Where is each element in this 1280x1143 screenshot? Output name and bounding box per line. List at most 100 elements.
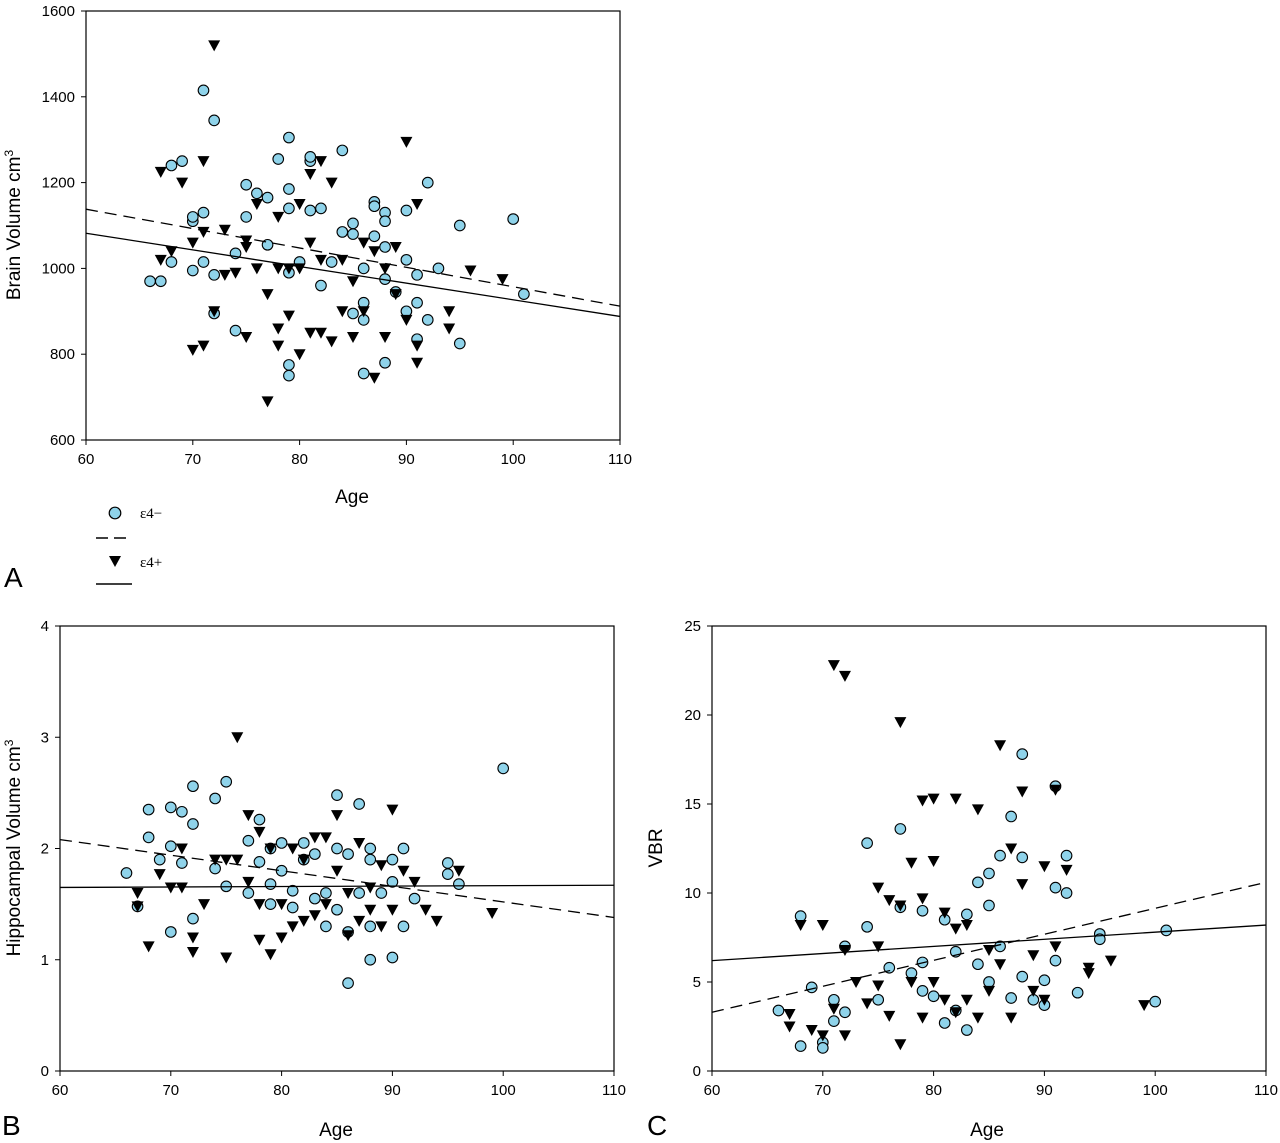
panel-a-point-e4-negative xyxy=(432,262,445,275)
panel-b-point-e4-negative xyxy=(153,853,166,866)
panel-a-point-e4-negative xyxy=(283,183,295,195)
panel-a-point-e4-negative xyxy=(325,256,338,268)
panel-a-point-e4-negative xyxy=(283,202,295,215)
panel-a-point-e4-negative xyxy=(197,206,210,219)
panel-a-point-e4-positive xyxy=(272,211,285,223)
panel-c-fit-line-e4-positive xyxy=(711,924,1267,962)
panel-c-point-e4-positive xyxy=(794,920,807,932)
panel-c-point-e4-positive xyxy=(1038,994,1051,1006)
panel-c-point-e4-positive xyxy=(971,1012,984,1024)
panel-a-ylabel-sup: 3 xyxy=(2,150,16,157)
panel-a-point-e4-positive xyxy=(293,263,306,275)
panel-c-point-e4-negative xyxy=(1005,810,1018,823)
panel-b-point-e4-positive xyxy=(153,869,166,881)
panel-a-point-e4-positive xyxy=(293,199,306,211)
panel-a-point-e4-negative xyxy=(283,369,295,382)
panel-a-point-e4-positive xyxy=(261,289,274,301)
panel-c-point-e4-positive xyxy=(816,920,829,932)
panel-a-point-e4-positive xyxy=(347,276,359,288)
panel-c-point-e4-negative xyxy=(1049,954,1062,967)
panel-c-y-tick-label: 15 xyxy=(684,796,701,813)
panel-b-point-e4-positive xyxy=(408,876,421,888)
panel-c-point-e4-positive xyxy=(1038,861,1051,873)
panel-a-x-tick-label: 100 xyxy=(501,451,526,468)
panel-a-ylabel-text: Brain Volume cm xyxy=(4,157,25,301)
panel-c-point-e4-positive xyxy=(861,998,874,1010)
panel-c-point-e4-positive xyxy=(983,985,995,997)
panel-a-point-e4-positive xyxy=(272,263,285,275)
panel-c-point-e4-positive xyxy=(1005,1012,1018,1024)
panel-c-point-e4-positive xyxy=(838,1030,851,1042)
panel-b-point-e4-negative xyxy=(220,775,233,788)
panel-b-point-e4-negative xyxy=(242,887,255,899)
panel-a-point-e4-positive xyxy=(165,246,178,258)
panel-a-point-e4-negative xyxy=(186,211,199,223)
panel-a-x-tick-label: 110 xyxy=(608,451,632,468)
panel-a-point-e4-positive xyxy=(379,263,392,275)
panel-c-point-e4-positive xyxy=(850,977,863,988)
panel-a-point-e4-negative xyxy=(518,288,530,300)
panel-a-point-e4-negative xyxy=(208,114,221,127)
panel-c-point-e4-positive xyxy=(949,1007,962,1019)
panel-a-letter: A xyxy=(4,562,23,593)
panel-a-x-tick-label: 90 xyxy=(398,451,415,468)
panel-c-point-e4-positive xyxy=(872,941,885,953)
panel-a-point-e4-positive xyxy=(304,169,317,181)
panel-a-point-e4-positive xyxy=(208,306,221,318)
panel-c-point-e4-negative xyxy=(828,1015,840,1028)
panel-a-point-e4-positive xyxy=(325,336,338,348)
panel-b-point-e4-negative xyxy=(453,878,465,890)
panel-a-point-e4-negative xyxy=(240,178,253,191)
panel-a-point-e4-negative xyxy=(347,307,359,320)
panel-b-point-e4-positive xyxy=(430,915,443,927)
panel-a-point-e4-negative xyxy=(261,191,274,204)
panel-b-point-e4-negative xyxy=(342,977,354,989)
panel-c-point-e4-positive xyxy=(1049,941,1062,953)
panel-b-x-tick-label: 80 xyxy=(273,1082,290,1099)
panel-c-point-e4-positive xyxy=(1049,784,1062,796)
panel-b-point-e4-positive xyxy=(198,899,211,911)
panel-c-point-e4-negative xyxy=(883,961,896,974)
panel-c-point-e4-positive xyxy=(983,944,995,956)
panel-c-point-e4-positive xyxy=(927,977,940,988)
panel-b-point-e4-positive xyxy=(253,826,266,838)
panel-a-point-e4-negative xyxy=(453,219,466,232)
panel-b-point-e4-negative xyxy=(308,848,321,860)
panel-b-point-e4-negative xyxy=(331,903,343,916)
panel-a-point-e4-negative xyxy=(368,230,381,243)
panel-b-ylabel: Hippocampal Volume cm3 xyxy=(2,739,25,956)
panel-b-point-e4-negative xyxy=(253,855,266,868)
panel-c-point-e4-positive xyxy=(838,944,851,956)
panel-b-point-e4-positive xyxy=(264,843,277,855)
panel-a-point-e4-positive xyxy=(250,199,263,211)
panel-b-point-e4-positive xyxy=(142,941,155,953)
panel-a-point-e4-positive xyxy=(186,237,199,249)
panel-c-point-e4-positive xyxy=(938,994,951,1006)
panel-b-point-e4-negative xyxy=(264,898,277,910)
panel-c-point-e4-negative xyxy=(916,904,929,917)
panel-b-point-e4-negative xyxy=(164,926,177,938)
panel-c-point-e4-positive xyxy=(927,855,940,867)
panel-a-point-e4-positive xyxy=(261,396,274,408)
panel-a-y-tick-label: 1000 xyxy=(42,260,75,277)
panel-c-point-e4-positive xyxy=(960,994,973,1006)
panel-c-point-e4-negative xyxy=(1093,933,1106,946)
panel-b-point-e4-positive xyxy=(375,860,388,872)
panel-b-chart: Age Hippocampal Volume cm3 60 70 80 90 100 11… xyxy=(2,618,626,1141)
panel-c-chart: Age VBR 60 70 80 90 100 110 0 5 10 15 20 25 xyxy=(646,618,1278,1141)
panel-a-point-e4-positive xyxy=(208,40,221,52)
panel-c-x-tick-label: 110 xyxy=(1254,1082,1278,1099)
panel-a-point-e4-positive xyxy=(368,372,381,384)
panel-c-x-tick-label: 70 xyxy=(814,1082,831,1099)
panel-b-point-e4-negative xyxy=(397,842,410,855)
panel-b-point-e4-negative xyxy=(297,837,310,849)
panel-b-point-e4-negative xyxy=(441,868,454,880)
panel-a-plot-frame xyxy=(85,10,621,441)
panel-a-point-e4-negative xyxy=(453,337,466,350)
panel-b-point-e4-positive xyxy=(419,904,432,916)
panel-c-point-e4-positive xyxy=(816,1030,829,1042)
panel-b-point-e4-positive xyxy=(386,904,399,916)
panel-b-x-tick-label: 100 xyxy=(491,1082,516,1099)
panel-a-point-e4-negative xyxy=(421,176,434,189)
panel-b-point-e4-negative xyxy=(342,848,354,860)
